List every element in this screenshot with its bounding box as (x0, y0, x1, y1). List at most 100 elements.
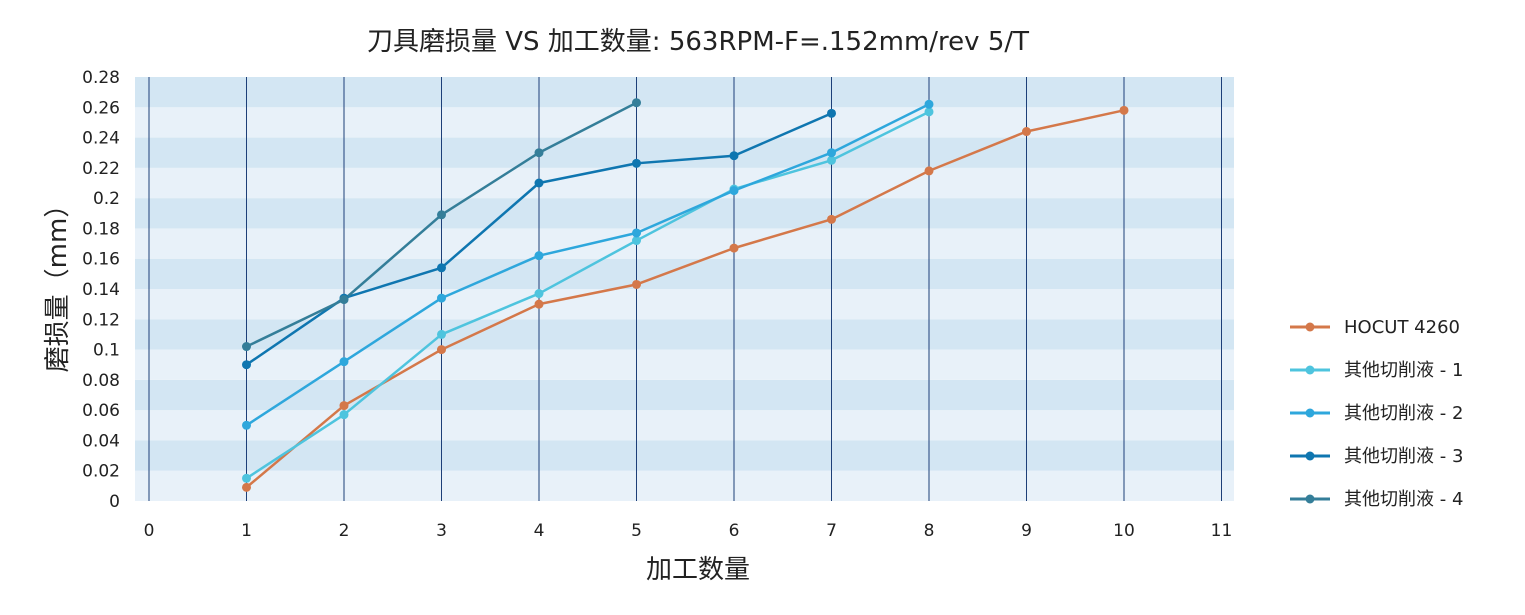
x-tick-label: 9 (1021, 521, 1032, 541)
grid-band (135, 77, 1234, 108)
y-tick-label: 0.28 (82, 68, 120, 88)
grid-band (135, 258, 1234, 289)
y-tick-labels: 0 0.02 0.04 0.06 0.08 0.1 0.12 0.14 0.16 0.18 0.2 0… (82, 68, 120, 512)
y-tick-label: 0 (109, 492, 120, 512)
legend-swatch-marker (1305, 322, 1315, 332)
x-tick-label: 7 (826, 521, 837, 541)
y-tick-label: 0.12 (82, 310, 120, 330)
data-point (339, 410, 349, 420)
legend-swatch-marker (1305, 451, 1315, 461)
grid-band (135, 228, 1234, 259)
data-point (632, 279, 641, 289)
grid-band (135, 349, 1234, 380)
data-point (242, 473, 251, 483)
data-point (1119, 105, 1129, 115)
data-point (534, 148, 544, 158)
vertical-gridlines (148, 77, 1222, 501)
data-point (339, 357, 349, 367)
grid-band (135, 107, 1234, 138)
data-point (437, 263, 446, 273)
data-point (729, 151, 739, 161)
legend-item: 其他切削液 - 4 (1290, 489, 1463, 510)
legend-label: 其他切削液 - 4 (1344, 489, 1463, 510)
data-point (632, 236, 641, 246)
legend-item: HOCUT 4260 (1290, 317, 1460, 338)
data-point (827, 148, 836, 158)
data-point (242, 360, 251, 370)
data-point (827, 108, 836, 118)
data-point (729, 243, 739, 253)
y-axis-label: 磨损量（mm） (43, 192, 73, 373)
x-tick-label: 2 (339, 521, 350, 541)
x-tick-label: 6 (729, 521, 740, 541)
y-tick-label: 0.26 (82, 98, 120, 118)
legend-label: 其他切削液 - 2 (1344, 403, 1463, 424)
y-tick-label: 0.16 (82, 250, 120, 270)
y-tick-label: 0.06 (82, 401, 120, 421)
series-line-2 (245, 110, 930, 480)
data-point (437, 345, 446, 355)
legend-item: 其他切削液 - 2 (1290, 403, 1463, 424)
grid-band (135, 167, 1234, 199)
grid-band (135, 440, 1234, 471)
legend-label: HOCUT 4260 (1344, 317, 1460, 338)
series-line-3 (245, 103, 930, 427)
grid-band (135, 137, 1234, 168)
data-point (924, 99, 934, 109)
grid-band (135, 470, 1234, 501)
x-tick-label: 11 (1211, 521, 1233, 541)
data-point (1022, 127, 1031, 137)
x-axis-label: 加工数量 (646, 555, 750, 585)
x-tick-label: 3 (436, 521, 447, 541)
data-point (632, 228, 641, 238)
data-point (632, 158, 641, 168)
data-point (339, 401, 349, 411)
data-point (339, 295, 349, 305)
x-tick-label: 8 (924, 521, 935, 541)
series-line-1 (245, 109, 1125, 489)
y-tick-label: 0.22 (82, 159, 120, 179)
legend: HOCUT 4260 其他切削液 - 1 其他切削液 - 2 其他切削液 - 3 其他切… (1290, 317, 1463, 510)
legend-label: 其他切削液 - 1 (1344, 360, 1463, 381)
data-point (632, 98, 641, 108)
x-tick-label: 5 (631, 521, 642, 541)
data-point (534, 289, 544, 299)
legend-item: 其他切削液 - 3 (1290, 446, 1463, 467)
data-point (827, 214, 836, 224)
data-point (924, 107, 934, 117)
x-tick-label: 10 (1113, 521, 1135, 541)
data-point (242, 420, 251, 430)
data-point (534, 178, 544, 188)
data-point (534, 251, 544, 261)
legend-swatch-marker (1305, 494, 1315, 504)
grid-band (135, 319, 1234, 350)
chart-title: 刀具磨损量 VS 加工数量: 563RPM-F=.152mm/rev 5/T (367, 27, 1029, 57)
data-point (924, 166, 934, 176)
y-tick-label: 0.1 (93, 341, 120, 361)
data-point (437, 329, 446, 339)
grid-band (135, 410, 1234, 441)
legend-swatch-marker (1305, 365, 1315, 375)
y-tick-label: 0.04 (82, 431, 120, 451)
data-point (242, 342, 251, 352)
y-tick-label: 0.2 (93, 189, 120, 209)
grid-band (135, 289, 1234, 320)
y-tick-label: 0.08 (82, 371, 120, 391)
data-point (242, 482, 251, 492)
data-point (827, 155, 836, 165)
data-point (437, 210, 446, 220)
plot-background (135, 77, 1234, 501)
y-tick-label: 0.24 (82, 129, 120, 149)
y-tick-label: 0.14 (82, 280, 120, 300)
x-tick-labels: 0 1 2 3 4 5 6 7 8 9 10 11 (144, 521, 1233, 541)
data-point (437, 293, 446, 303)
grid-band (135, 379, 1234, 411)
legend-label: 其他切削液 - 3 (1344, 446, 1463, 467)
x-tick-label: 4 (534, 521, 545, 541)
legend-swatch-marker (1305, 408, 1315, 418)
data-point (534, 299, 544, 309)
x-tick-label: 0 (144, 521, 155, 541)
y-tick-label: 0.02 (82, 462, 120, 482)
data-point (729, 186, 739, 196)
